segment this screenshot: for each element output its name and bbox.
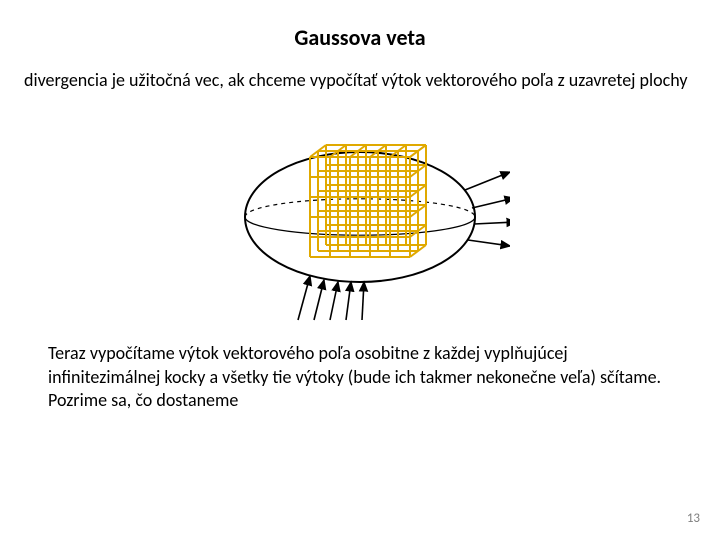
gauss-diagram	[210, 112, 510, 322]
diagram-container	[0, 92, 720, 322]
page-title: Gaussova veta	[0, 0, 720, 51]
conclusion-text: Teraz vypočítame výtok vektorového poľa …	[0, 322, 720, 412]
page-number: 13	[687, 511, 700, 526]
intro-text: divergencia je užitočná vec, ak chceme v…	[0, 51, 720, 92]
